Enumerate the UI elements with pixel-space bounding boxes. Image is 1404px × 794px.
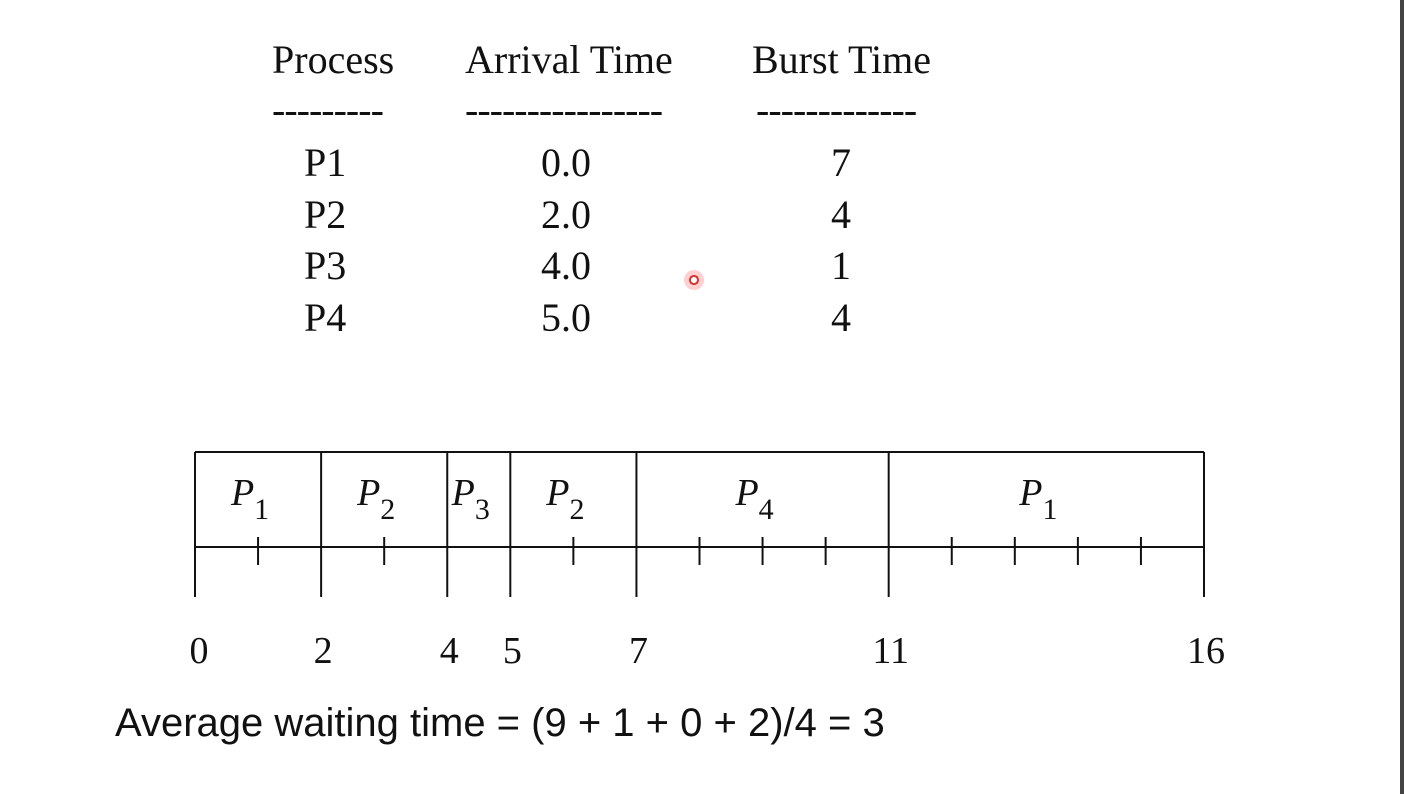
header-burst-time: Burst Time [752,37,931,82]
table-cell-burst-p2: 4 [831,192,851,237]
table-cell-arrival-p2: 2.0 [541,192,591,237]
gantt-segment-label: P2 [356,472,395,526]
gantt-time-label: 7 [629,630,648,672]
header-arrival-time: Arrival Time [465,37,673,82]
separator-arrival-time: ---------------- [465,87,663,132]
table-cell-p4: P4 [304,295,347,340]
separator-burst-time: ------------- [756,87,917,132]
header-process: Process [272,37,395,82]
table-cell-p2: P2 [304,192,347,237]
gantt-segment-label: P3 [451,472,490,526]
gantt-segment-label: P4 [734,472,773,526]
cursor-pointer-icon [684,270,704,290]
table-cell-burst-p4: 4 [831,295,851,340]
table-cell-arrival-p4: 5.0 [541,295,591,340]
gantt-time-label: 0 [190,630,209,672]
table-cell-p3: P3 [304,243,347,288]
gantt-time-label: 2 [314,630,333,672]
table-cell-arrival-p1: 0.0 [541,140,591,185]
gantt-time-label: 11 [872,630,909,672]
table-cell-burst-p1: 7 [831,140,851,185]
gantt-segment-label: P1 [1018,472,1057,526]
gantt-segment-label: P2 [545,472,584,526]
gantt-time-label: 16 [1187,630,1225,672]
table-cell-arrival-p3: 4.0 [541,243,591,288]
table-cell-p1: P1 [304,140,347,185]
gantt-segment-label: P1 [230,472,269,526]
table-cell-burst-p3: 1 [831,243,851,288]
gantt-time-label: 4 [440,630,459,672]
gantt-time-label: 5 [503,630,522,672]
average-waiting-time: Average waiting time = (9 + 1 + 0 + 2)/4… [115,701,885,745]
right-edge-border [1400,0,1404,794]
separator-process: --------- [272,87,384,132]
